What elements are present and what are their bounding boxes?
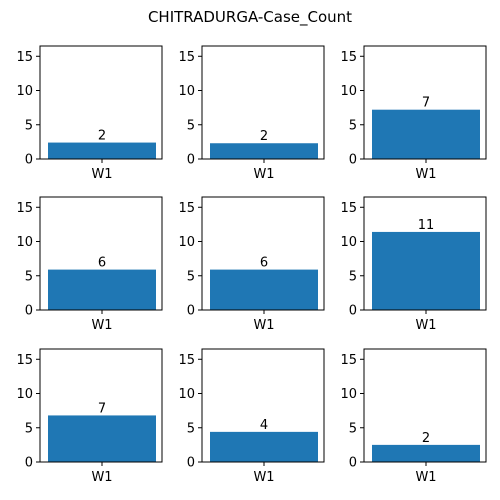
x-tick-label: W1 xyxy=(91,318,112,333)
y-tick-label: 10 xyxy=(178,235,195,250)
y-tick-label: 15 xyxy=(16,50,33,65)
subplot: 0 5 10 15 W1 2 xyxy=(178,45,325,182)
y-tick-label: 5 xyxy=(349,421,357,436)
bar xyxy=(372,231,480,310)
y-tick-label: 0 xyxy=(349,456,357,471)
subplot: 0 5 10 15 W1 11 xyxy=(340,196,487,333)
y-tick-label: 10 xyxy=(178,387,195,402)
y-tick-label: 15 xyxy=(178,50,195,65)
data-label: 6 xyxy=(98,256,106,271)
y-tick-label: 15 xyxy=(340,201,357,216)
axes-frame xyxy=(201,45,325,160)
data-label: 4 xyxy=(260,418,268,433)
data-label: 11 xyxy=(418,218,435,233)
data-label: 2 xyxy=(260,129,268,144)
bar xyxy=(372,444,480,462)
y-tick-label: 0 xyxy=(187,153,195,168)
y-tick-label: 0 xyxy=(349,153,357,168)
bar xyxy=(48,142,156,159)
y-tick-label: 5 xyxy=(187,118,195,133)
y-tick-label: 15 xyxy=(16,353,33,368)
y-tick-label: 5 xyxy=(25,421,33,436)
data-label: 7 xyxy=(98,401,106,416)
bar xyxy=(210,431,318,462)
subplot: 0 5 10 15 W1 2 xyxy=(340,348,487,485)
data-label: 2 xyxy=(98,129,106,144)
y-tick-label: 0 xyxy=(187,456,195,471)
subplot: 0 5 10 15 W1 7 xyxy=(340,45,487,182)
y-tick-label: 5 xyxy=(187,269,195,284)
data-label: 6 xyxy=(260,256,268,271)
bar xyxy=(210,269,318,310)
subplot: 0 5 10 15 W1 2 xyxy=(16,45,163,182)
x-tick-label: W1 xyxy=(415,167,436,182)
x-tick-label: W1 xyxy=(253,167,274,182)
y-tick-label: 10 xyxy=(340,235,357,250)
y-tick-label: 0 xyxy=(25,153,33,168)
axes-frame xyxy=(201,196,325,311)
bar xyxy=(48,415,156,462)
axes-frame xyxy=(363,196,487,311)
axes-frame xyxy=(201,348,325,463)
y-tick-label: 5 xyxy=(187,421,195,436)
axes-frame xyxy=(363,348,487,463)
x-tick-label: W1 xyxy=(253,470,274,485)
bar xyxy=(48,269,156,310)
y-tick-label: 15 xyxy=(178,201,195,216)
y-tick-label: 15 xyxy=(16,201,33,216)
figure-title: CHITRADURGA-Case_Count xyxy=(148,8,352,27)
y-tick-label: 10 xyxy=(16,387,33,402)
y-tick-label: 10 xyxy=(16,84,33,99)
subplot: 0 5 10 15 W1 6 xyxy=(178,196,325,333)
axes-frame xyxy=(39,196,163,311)
subplot: 0 5 10 15 W1 6 xyxy=(16,196,163,333)
x-tick-label: W1 xyxy=(253,318,274,333)
y-tick-label: 5 xyxy=(349,269,357,284)
data-label: 2 xyxy=(422,431,430,446)
x-tick-label: W1 xyxy=(91,470,112,485)
bar xyxy=(210,143,318,159)
y-tick-label: 0 xyxy=(25,304,33,319)
x-tick-label: W1 xyxy=(415,470,436,485)
x-tick-label: W1 xyxy=(415,318,436,333)
subplots-grid: 0 5 10 15 W1 2 0 5 10 15 W1 2 0 5 10 15 W1 7 0 5 10 15 W1 6 0 5 10… xyxy=(16,45,487,485)
subplot: 0 5 10 15 W1 4 xyxy=(178,348,325,485)
y-tick-label: 15 xyxy=(340,353,357,368)
y-tick-label: 0 xyxy=(25,456,33,471)
data-label: 7 xyxy=(422,96,430,111)
y-tick-label: 10 xyxy=(16,235,33,250)
x-tick-label: W1 xyxy=(91,167,112,182)
y-tick-label: 5 xyxy=(349,118,357,133)
axes-frame xyxy=(363,45,487,160)
y-tick-label: 5 xyxy=(25,118,33,133)
axes-frame xyxy=(39,348,163,463)
axes-frame xyxy=(39,45,163,160)
bar xyxy=(372,109,480,159)
y-tick-label: 15 xyxy=(178,353,195,368)
y-tick-label: 0 xyxy=(187,304,195,319)
y-tick-label: 15 xyxy=(340,50,357,65)
y-tick-label: 0 xyxy=(349,304,357,319)
y-tick-label: 10 xyxy=(340,387,357,402)
y-tick-label: 10 xyxy=(340,84,357,99)
y-tick-label: 10 xyxy=(178,84,195,99)
subplot: 0 5 10 15 W1 7 xyxy=(16,348,163,485)
y-tick-label: 5 xyxy=(25,269,33,284)
